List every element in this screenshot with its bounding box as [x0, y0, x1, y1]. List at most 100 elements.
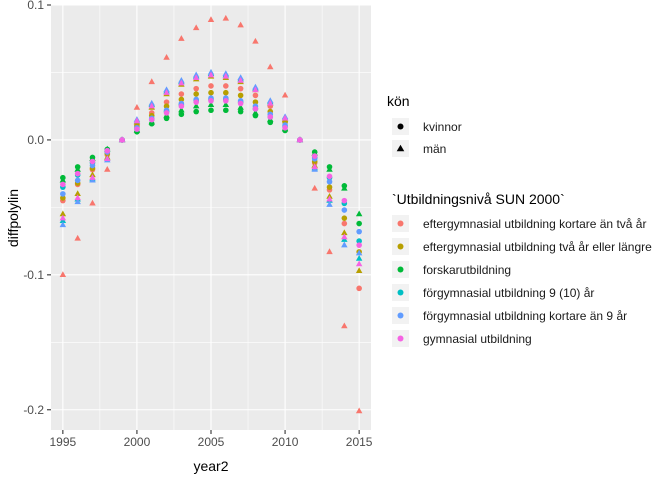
- legend-label: forskarutbildning: [423, 263, 511, 277]
- data-point-circle: [60, 195, 66, 201]
- y-tick-label: 0.0: [27, 133, 44, 147]
- data-point-circle: [163, 99, 170, 105]
- data-point-triangle: [311, 163, 318, 170]
- data-point-circle: [89, 162, 96, 169]
- data-point-triangle: [133, 117, 141, 124]
- x-tick-label: 2010: [272, 435, 299, 449]
- data-point-circle: [193, 99, 199, 105]
- data-point-circle: [74, 177, 81, 184]
- data-point-circle: [60, 191, 66, 197]
- data-point-triangle: [74, 190, 81, 197]
- data-point-triangle: [355, 267, 363, 273]
- legend-triangle-icon: [396, 144, 405, 152]
- legend-color-dot: [397, 312, 404, 319]
- data-point-triangle: [59, 210, 67, 217]
- data-point-circle: [341, 182, 348, 189]
- data-point-triangle: [267, 99, 274, 106]
- data-point-triangle: [178, 79, 185, 86]
- legend-color-dot: [397, 266, 404, 273]
- data-point-circle: [163, 110, 170, 116]
- data-point-triangle: [74, 198, 81, 205]
- data-point-circle: [341, 207, 348, 213]
- data-point-circle: [193, 91, 199, 97]
- data-point-circle: [267, 119, 274, 126]
- data-point-circle: [223, 89, 229, 96]
- data-point-circle: [223, 97, 229, 104]
- data-point-circle: [223, 83, 229, 89]
- data-points: [59, 14, 363, 414]
- data-point-triangle: [207, 101, 215, 108]
- data-point-circle: [252, 112, 259, 119]
- data-point-circle: [326, 184, 333, 190]
- data-point-triangle: [326, 195, 333, 202]
- data-point-circle: [148, 116, 155, 123]
- data-point-triangle: [355, 210, 363, 217]
- data-point-circle: [297, 137, 303, 143]
- data-point-circle: [208, 83, 214, 89]
- data-point-circle: [267, 114, 274, 120]
- data-point-triangle: [281, 114, 289, 121]
- data-point-circle: [89, 158, 96, 165]
- data-point-circle: [356, 228, 362, 235]
- data-point-triangle: [252, 37, 259, 44]
- data-point-circle: [311, 153, 318, 159]
- data-point-triangle: [89, 174, 96, 180]
- data-point-triangle: [237, 21, 244, 28]
- data-point-triangle: [326, 248, 333, 255]
- legend-label: förgymnasial utbildning 9 (10) år: [423, 286, 594, 300]
- data-point-circle: [178, 103, 185, 109]
- data-point-circle: [178, 91, 185, 97]
- data-point-circle: [208, 107, 214, 114]
- data-point-circle: [237, 108, 244, 115]
- data-point-triangle: [163, 54, 170, 60]
- data-point-circle: [60, 181, 66, 188]
- data-point-circle: [282, 124, 288, 131]
- data-point-triangle: [59, 271, 67, 278]
- data-point-circle: [74, 164, 81, 170]
- data-point-circle: [60, 174, 66, 181]
- x-tick-label: 2000: [124, 435, 151, 449]
- data-point-circle: [163, 115, 170, 122]
- data-point-triangle: [237, 76, 244, 83]
- data-point-triangle: [74, 234, 81, 241]
- data-point-circle: [134, 126, 140, 132]
- data-point-circle: [356, 242, 362, 248]
- data-point-circle: [252, 92, 259, 99]
- data-point-triangle: [104, 166, 111, 172]
- data-point-circle: [341, 215, 348, 221]
- data-point-circle: [356, 220, 362, 227]
- data-point-circle: [74, 170, 81, 177]
- data-point-circle: [193, 108, 199, 115]
- data-point-triangle: [192, 74, 200, 81]
- legend-color-dot: [397, 335, 404, 342]
- data-point-triangle: [267, 63, 274, 70]
- data-point-triangle: [178, 106, 185, 113]
- data-point-triangle: [192, 102, 200, 109]
- legend-label: eftergymnasial utbildning två år eller l…: [423, 240, 652, 254]
- data-point-circle: [341, 197, 348, 204]
- x-axis: 1995 2000 2005 2010 2015: [50, 430, 373, 449]
- legend-color-dot: [397, 289, 404, 296]
- legend-circle-icon: [397, 123, 404, 130]
- data-point-triangle: [74, 194, 81, 201]
- x-tick-label: 2005: [198, 435, 225, 449]
- data-point-circle: [208, 97, 214, 104]
- data-point-circle: [148, 120, 155, 127]
- y-tick-label: 0.1: [27, 0, 44, 12]
- data-point-circle: [252, 106, 259, 112]
- y-tick-label: -0.2: [23, 403, 44, 417]
- data-point-triangle: [192, 24, 200, 31]
- data-point-circle: [356, 285, 362, 292]
- data-point-triangle: [148, 78, 155, 85]
- data-point-triangle: [59, 214, 67, 221]
- data-point-circle: [208, 89, 214, 96]
- data-point-circle: [326, 178, 333, 185]
- legend-label: eftergymnasial utbildning kortare än två…: [423, 217, 646, 231]
- data-point-circle: [326, 164, 333, 170]
- data-point-triangle: [207, 16, 215, 23]
- data-point-triangle: [222, 101, 230, 108]
- shape-legend: kön kvinnor män: [387, 93, 462, 157]
- data-point-triangle: [178, 35, 185, 41]
- legend-label-kvinnor: kvinnor: [423, 120, 462, 134]
